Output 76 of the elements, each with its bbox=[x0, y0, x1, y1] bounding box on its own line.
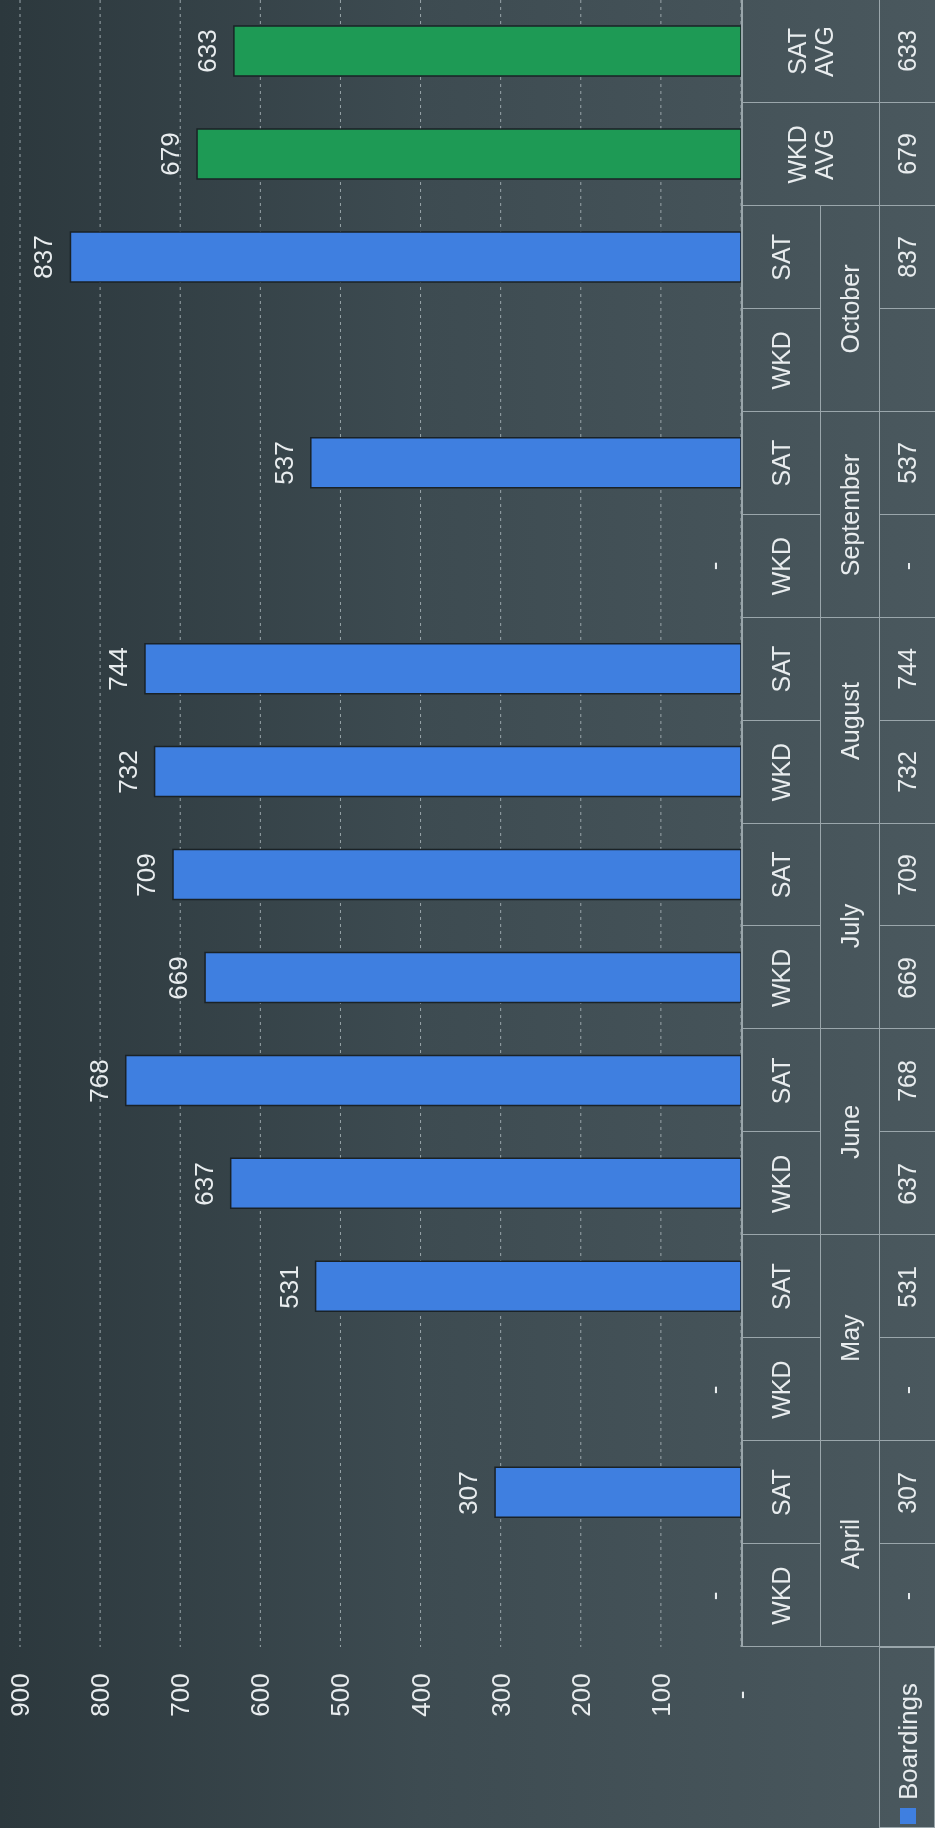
bar bbox=[233, 25, 741, 77]
text: 744 bbox=[103, 647, 134, 691]
text: 307 bbox=[453, 1470, 484, 1515]
text: July bbox=[834, 903, 865, 951]
bar bbox=[172, 848, 741, 901]
text: - bbox=[699, 1385, 730, 1394]
data-label: 307 bbox=[891, 1470, 922, 1516]
text: Boardings bbox=[891, 1681, 924, 1802]
y-tick-label: WKD bbox=[767, 948, 795, 1008]
y-tick-label: SAT bbox=[767, 1469, 795, 1516]
x-tick-label: - bbox=[726, 1690, 756, 1700]
data-label: 732 bbox=[891, 750, 922, 795]
bar bbox=[204, 951, 741, 1004]
text: 679 bbox=[155, 132, 186, 177]
bar bbox=[196, 128, 741, 180]
text: 531 bbox=[273, 1265, 304, 1309]
text: 669 bbox=[163, 956, 194, 1000]
y-tick-label: SAT bbox=[767, 1057, 795, 1105]
x-tick-label: 700 bbox=[165, 1673, 196, 1717]
y-tick-label: WKD bbox=[767, 536, 795, 596]
text: August bbox=[834, 680, 865, 762]
text: - bbox=[892, 1591, 921, 1600]
y-tick-label: SAT AVG bbox=[783, 25, 838, 77]
text: 768 bbox=[84, 1059, 115, 1103]
bar bbox=[69, 231, 741, 283]
x-tick-label: 500 bbox=[325, 1673, 356, 1717]
text: 633 bbox=[192, 29, 223, 74]
bar bbox=[494, 1466, 741, 1518]
text: 837 bbox=[28, 235, 59, 280]
text: - bbox=[892, 562, 921, 571]
data-label: 633 bbox=[891, 29, 922, 75]
data-label: 837 bbox=[891, 235, 922, 281]
y-tick-label: SAT bbox=[767, 1263, 795, 1311]
y-tick-label: WKD bbox=[767, 331, 795, 390]
text: April bbox=[834, 1518, 865, 1572]
y-tick-label: SAT bbox=[767, 439, 795, 487]
data-label: 537 bbox=[891, 441, 922, 487]
bar bbox=[125, 1054, 741, 1107]
text: 709 bbox=[131, 853, 162, 897]
data-label: 768 bbox=[891, 1059, 922, 1104]
text: 732 bbox=[112, 750, 143, 794]
x-tick-label: 900 bbox=[5, 1673, 35, 1717]
bar bbox=[144, 642, 741, 695]
y-tick-label: WKD bbox=[767, 742, 795, 802]
data-label: 679 bbox=[891, 132, 922, 178]
y-tick-label: SAT bbox=[767, 851, 795, 899]
data-label: 669 bbox=[891, 956, 922, 1001]
text: - bbox=[892, 1385, 921, 1394]
text: - bbox=[699, 1591, 730, 1600]
y-tick-label: WKD bbox=[767, 1566, 795, 1625]
x-tick-label: 400 bbox=[405, 1673, 436, 1717]
data-label: 709 bbox=[891, 853, 922, 898]
bar bbox=[314, 1260, 741, 1312]
data-label: 531 bbox=[891, 1264, 922, 1310]
y-tick-label: WKD AVG bbox=[783, 125, 838, 184]
bar bbox=[229, 1157, 741, 1210]
x-tick-label: 100 bbox=[645, 1673, 676, 1717]
text: May bbox=[834, 1313, 865, 1364]
y-tick-label: SAT bbox=[767, 233, 795, 281]
bar bbox=[310, 437, 741, 489]
text: September bbox=[834, 452, 865, 578]
text: - bbox=[699, 561, 730, 571]
bar bbox=[153, 745, 741, 798]
y-tick-label: WKD bbox=[767, 1154, 795, 1213]
x-tick-label: 200 bbox=[565, 1673, 596, 1717]
text: 537 bbox=[269, 441, 300, 485]
x-tick-label: 300 bbox=[485, 1673, 516, 1717]
text: 637 bbox=[189, 1162, 220, 1206]
data-label: 744 bbox=[891, 647, 922, 692]
x-tick-label: 600 bbox=[245, 1673, 276, 1717]
x-tick-label: 800 bbox=[85, 1673, 116, 1717]
y-tick-label: SAT bbox=[767, 645, 795, 693]
data-label: 637 bbox=[891, 1161, 922, 1207]
text: October bbox=[834, 263, 865, 356]
y-tick-label: WKD bbox=[767, 1360, 795, 1419]
text: June bbox=[834, 1104, 865, 1162]
